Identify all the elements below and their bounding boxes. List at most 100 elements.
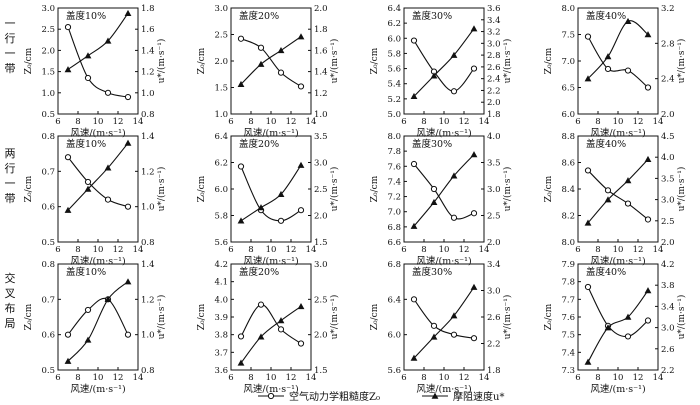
x-tick-label: 8 — [421, 245, 426, 255]
y-right-tick-label: 1.4 — [141, 46, 155, 56]
x-tick-label: 8 — [421, 373, 426, 383]
ustar-point — [277, 317, 285, 324]
x-tick-label: 12 — [286, 245, 297, 255]
z0-series-line — [240, 304, 302, 344]
z0-point — [644, 84, 652, 91]
y-right-tick-label: 2.6 — [661, 345, 675, 355]
x-tick-label: 6 — [575, 117, 580, 127]
z0-point — [277, 217, 285, 224]
y-left-tick-label: 8.4 — [561, 185, 575, 195]
y-right-tick-label: 2.0 — [314, 212, 328, 222]
legend-z0-label: 空气动力学粗糙度Z₀ — [289, 390, 380, 403]
ustar-point — [84, 185, 92, 192]
x-tick-label: 12 — [633, 245, 644, 255]
y-right-tick-label: 2.8 — [487, 51, 501, 61]
y-left-tick-label: 7.8 — [387, 147, 401, 157]
x-tick-label: 6 — [401, 245, 406, 255]
ustar-point — [450, 312, 458, 319]
ustar-point — [277, 47, 285, 54]
y-right-tick-label: 2.0 — [314, 4, 328, 14]
y-right-tick-label: 3.5 — [487, 159, 501, 169]
y-right-tick-label: 1.2 — [314, 89, 328, 99]
y-left-tick-label: 7.2 — [387, 193, 401, 203]
y-right-tick-label: 2.0 — [661, 110, 675, 120]
z0-series-line — [240, 166, 302, 222]
panel-title: 盖度10% — [66, 10, 106, 22]
y-right-tick-label: 3.2 — [661, 4, 675, 14]
x-tick-label: 8 — [248, 117, 253, 127]
y-right-tick-label: 2.0 — [314, 331, 328, 341]
y-left-tick-label: 2.5 — [214, 31, 228, 41]
z0-point — [64, 331, 72, 338]
x-tick-label: 14 — [479, 117, 490, 127]
panel-2-2: 6 8 10 12 14 5.6 6.0 6.4 6.8 1.8 2.2 2.6 3.0 3.4 盖度30%… — [370, 260, 513, 395]
y-right-tick-label: 1.2 — [141, 68, 155, 78]
panel-0-2: 6 8 10 12 14 5.0 5.2 5.4 5.6 5.8 6.0 6.2 6.4 1.8 2.0 2.… — [370, 4, 513, 139]
y-left-tick-label: 6.4 — [387, 4, 401, 14]
x-tick-label: 6 — [55, 245, 60, 255]
x-tick-label: 10 — [613, 373, 624, 383]
y-right-tick-label: 3.0 — [487, 39, 501, 49]
panel-2-1: 6 8 10 12 14 3.6 3.7 3.8 3.9 4.0 4.1 4.2 1.5 2.0 2.5 3.… — [197, 260, 340, 395]
ustar-point — [257, 333, 265, 340]
ustar-point — [470, 25, 478, 32]
y-left-tick-label: 2.0 — [214, 57, 228, 67]
panel-title: 盖度30% — [412, 10, 452, 22]
y-left-tick-label: 7.3 — [561, 366, 575, 376]
plot-frame — [577, 263, 659, 371]
y-right-tick-label: 2.0 — [661, 238, 675, 248]
y-right-tick-label: 2.8 — [661, 39, 675, 49]
x-tick-label: 10 — [613, 117, 624, 127]
x-tick-label: 8 — [421, 117, 426, 127]
ustar-point — [257, 204, 265, 211]
y-left-axis-label: Z₀/cm — [370, 47, 380, 74]
x-tick-label: 10 — [439, 245, 450, 255]
z0-series-line — [67, 297, 129, 336]
y-right-tick-label: 1.0 — [141, 203, 155, 213]
y-left-tick-label: 6.2 — [214, 159, 228, 169]
z0-point — [257, 44, 265, 51]
x-tick-label: 12 — [459, 245, 470, 255]
y-left-tick-label: 1.0 — [214, 110, 228, 120]
x-axis-label: 风速/(m·s⁻¹) — [70, 384, 125, 395]
x-tick-label: 10 — [93, 117, 104, 127]
y-left-axis-label: Z₀/cm — [24, 47, 34, 74]
x-tick-label: 6 — [575, 373, 580, 383]
y-right-tick-label: 1.4 — [141, 260, 155, 270]
ustar-point — [410, 222, 418, 229]
z0-point — [604, 187, 612, 194]
panel-1-0: 6 8 10 12 14 0.5 0.6 0.7 0.8 0.8 1.0 1.2 1.4 盖度10% 风速/… — [24, 132, 167, 267]
ustar-point — [430, 72, 438, 79]
legend-ustar-marker — [431, 392, 439, 399]
ustar-series-line — [240, 164, 302, 222]
z0-point — [124, 93, 132, 101]
y-right-tick-label: 1.0 — [141, 331, 155, 341]
panel-title: 盖度40% — [586, 138, 626, 150]
row-label-char: 一 — [5, 177, 16, 190]
z0-point — [297, 83, 305, 90]
y-left-tick-label: 6.0 — [387, 34, 401, 44]
y-right-tick-label: 2.0 — [487, 98, 501, 108]
y-right-tick-label: 3.0 — [487, 185, 501, 195]
y-right-tick-label: 0.8 — [141, 238, 155, 248]
y-left-tick-label: 3.9 — [214, 313, 228, 323]
y-right-tick-label: 2.5 — [314, 185, 328, 195]
ustar-point — [64, 357, 72, 364]
ustar-point — [257, 60, 265, 67]
x-tick-label: 14 — [479, 245, 490, 255]
ustar-point — [237, 80, 245, 88]
x-axis-label: 风速/(m·s⁻¹) — [243, 256, 298, 267]
x-tick-label: 10 — [93, 245, 104, 255]
x-tick-label: 6 — [401, 117, 406, 127]
z0-point — [410, 37, 418, 44]
y-left-tick-label: 5.6 — [387, 65, 401, 75]
y-left-tick-label: 6.0 — [561, 110, 575, 120]
z0-point — [430, 322, 438, 329]
plot-frame — [57, 263, 139, 371]
x-tick-label: 10 — [613, 245, 624, 255]
ustar-series-line — [67, 281, 129, 362]
ustar-point — [297, 161, 305, 168]
z0-point — [277, 326, 285, 333]
y-left-tick-label: 0.7 — [41, 167, 55, 177]
y-right-tick-label: 2.4 — [487, 75, 501, 85]
